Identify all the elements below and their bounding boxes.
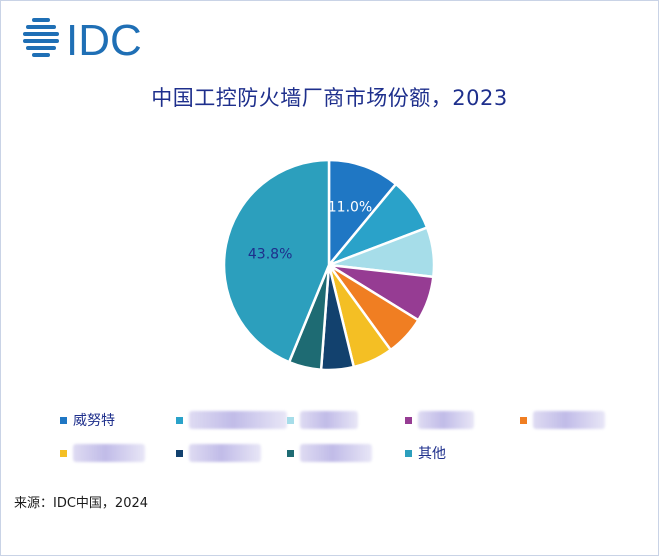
slice-label: 43.8%: [248, 246, 292, 262]
slice-label: 11.0%: [328, 200, 372, 216]
logo-text: IDC: [66, 16, 142, 64]
pie-slice: [222, 158, 331, 364]
chart-title: 中国工控防火墙厂商市场份额，2023: [151, 86, 508, 110]
source-note: 来源：IDC中国，2024: [14, 496, 149, 511]
pie-slice: [327, 158, 398, 269]
idc-logo: IDC: [23, 16, 142, 64]
globe-icon: [23, 18, 59, 57]
pie-chart: 11.0% 43.8%: [222, 158, 436, 372]
